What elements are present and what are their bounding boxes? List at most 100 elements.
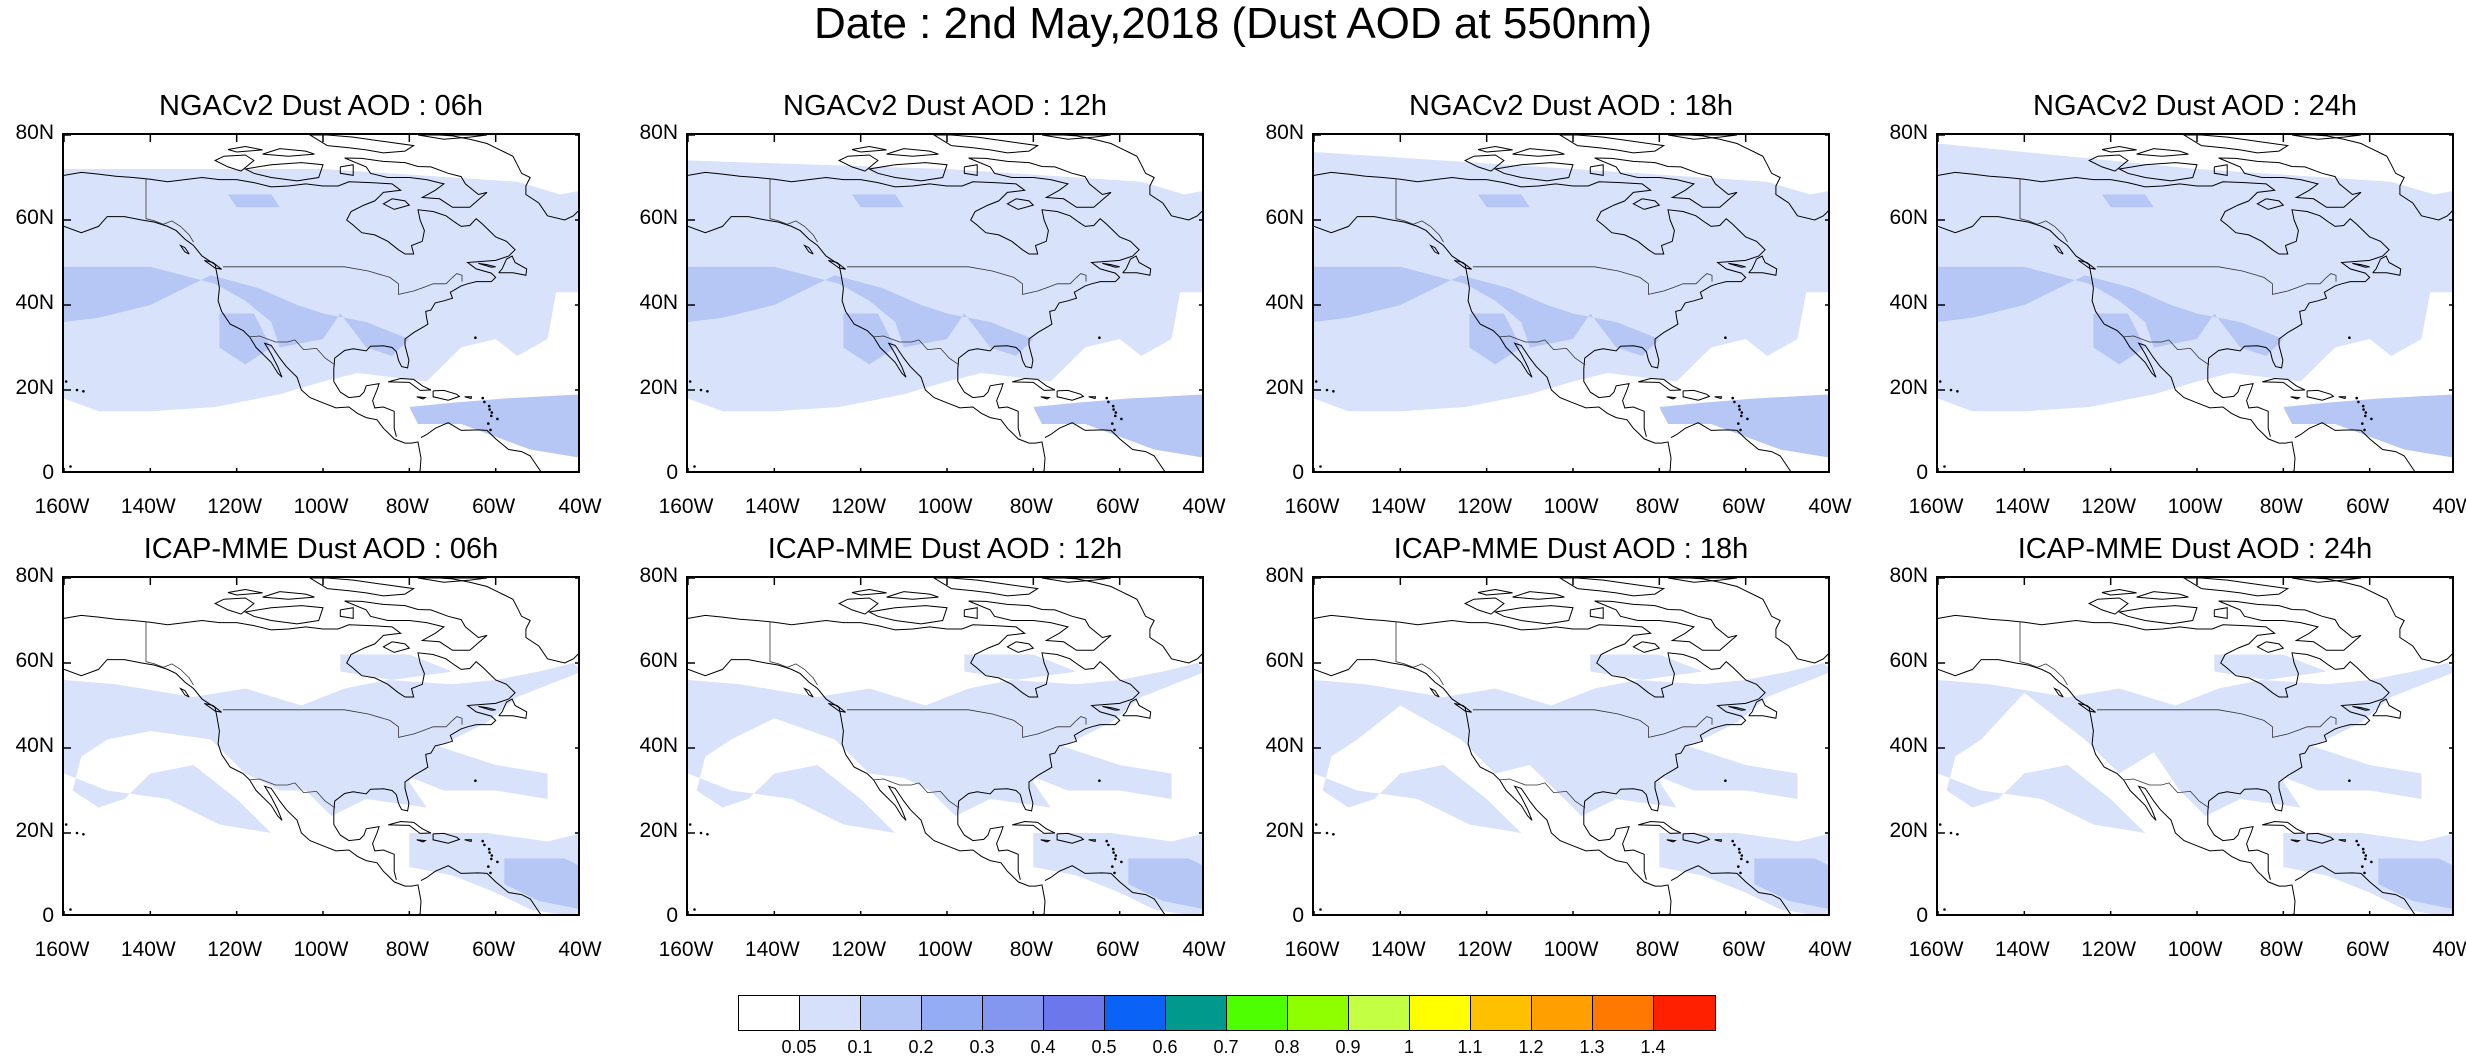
dust-aod-region [1581, 731, 1798, 799]
colorbar [738, 995, 1716, 1031]
island-dot [1943, 908, 1946, 911]
lon-tick-label: 120W [1457, 495, 1513, 518]
island-dot [1956, 833, 1959, 836]
colorbar-swatch [1654, 996, 1715, 1030]
lon-tick-label: 140W [1370, 495, 1426, 518]
coastline [1006, 641, 1035, 653]
coastline [1689, 135, 1828, 221]
island-dot [1740, 414, 1743, 418]
lat-tick-label: 0 [1292, 461, 1304, 484]
island-dot [481, 396, 485, 400]
dust-aod-region [1469, 313, 1522, 365]
lat-tick-label: 80N [639, 121, 678, 144]
island-dot [1112, 851, 1115, 854]
lat-tick-label: 0 [1916, 904, 1928, 927]
coastline [2078, 702, 2096, 713]
country-border [222, 266, 463, 295]
lon-tick-label: 80W [385, 495, 429, 518]
country-border [2123, 335, 2210, 366]
coastline [179, 244, 190, 255]
island-dot [1733, 400, 1736, 404]
island-dot [1111, 865, 1114, 868]
island-dot [1332, 833, 1335, 836]
coastline [339, 164, 354, 176]
dust-aod-region [688, 266, 1034, 356]
coastline [2313, 135, 2452, 221]
colorbar-label: 0.05 [781, 1037, 817, 1057]
island-dot [487, 847, 491, 851]
colorbar-label: 0.7 [1213, 1037, 1239, 1057]
island-dot [2348, 779, 2351, 782]
dust-aod-region [1938, 663, 2452, 833]
island-dot [1949, 388, 1953, 392]
coastline [867, 162, 948, 182]
coastline [803, 687, 814, 698]
island-dot [1120, 860, 1123, 864]
coastline [498, 255, 528, 276]
coastline [688, 614, 1140, 880]
lon-tick-label: 140W [1370, 938, 1426, 961]
island-dot [1737, 422, 1740, 425]
island-dot [1120, 417, 1123, 421]
dust-aod-region [1128, 858, 1202, 909]
coastline [498, 698, 528, 719]
coastline [1589, 164, 1604, 176]
country-border [2019, 179, 2068, 243]
coastline [420, 422, 542, 471]
coastline [213, 154, 255, 172]
coastline [1044, 422, 1166, 471]
island-dot [64, 380, 68, 383]
colorbar-label: 0.8 [1274, 1037, 1300, 1057]
coastline [1040, 396, 1051, 400]
island-dot [2364, 854, 2368, 857]
lon-tick-label: 100W [1543, 938, 1599, 961]
coastline [1454, 702, 1472, 713]
lat-tick-label: 0 [42, 904, 54, 927]
coastline [2101, 146, 2137, 153]
dust-aod-region [1590, 654, 1703, 680]
colorbar-swatch [1166, 996, 1227, 1030]
dust-aod-region [409, 394, 578, 458]
island-dot [82, 833, 85, 836]
lat-tick-label: 60N [1889, 649, 1928, 672]
colorbar-swatch [1288, 996, 1349, 1030]
coastline [1559, 578, 1666, 597]
island-dot [1949, 831, 1953, 835]
island-dot [2361, 422, 2364, 425]
lon-tick-label: 160W [658, 495, 714, 518]
country-border [249, 778, 336, 809]
lat-tick-label: 20N [15, 376, 54, 399]
map-panel-1: NGACv2 Dust AOD : 06h 80N 60N 40N 20N 0 160W 14… [15, 91, 601, 518]
map-svg [688, 135, 1202, 471]
coastline [828, 259, 846, 270]
coastline [1667, 135, 1738, 140]
island-dot [1325, 388, 1329, 392]
island-dot [490, 854, 494, 857]
coastline [227, 589, 263, 596]
coastline [382, 198, 411, 210]
colorbar-swatch [739, 996, 800, 1030]
island-dot [75, 831, 79, 835]
lat-tick-label: 60N [1265, 649, 1304, 672]
colorbar-label: 0.3 [969, 1037, 995, 1057]
coastline [1012, 820, 1056, 834]
lon-tick-label: 80W [1009, 938, 1053, 961]
coastline [2087, 597, 2129, 615]
island-dot [69, 908, 72, 911]
island-dot [1112, 408, 1115, 411]
lon-tick-label: 140W [1994, 495, 2050, 518]
island-dot [1111, 422, 1114, 425]
lat-tick-label: 60N [1265, 206, 1304, 229]
coastline [416, 839, 427, 843]
lon-tick-label: 80W [2259, 495, 2303, 518]
lon-tick-label: 160W [1284, 495, 1340, 518]
coastline [2087, 154, 2129, 172]
colorbar-label: 0.9 [1335, 1037, 1361, 1057]
coastline [2372, 255, 2402, 276]
island-dot [2361, 865, 2364, 868]
lat-tick-label: 20N [1265, 819, 1304, 842]
lon-tick-label: 60W [472, 938, 516, 961]
lat-tick-label: 20N [639, 376, 678, 399]
coastline [2372, 698, 2402, 719]
coastline [344, 157, 488, 208]
